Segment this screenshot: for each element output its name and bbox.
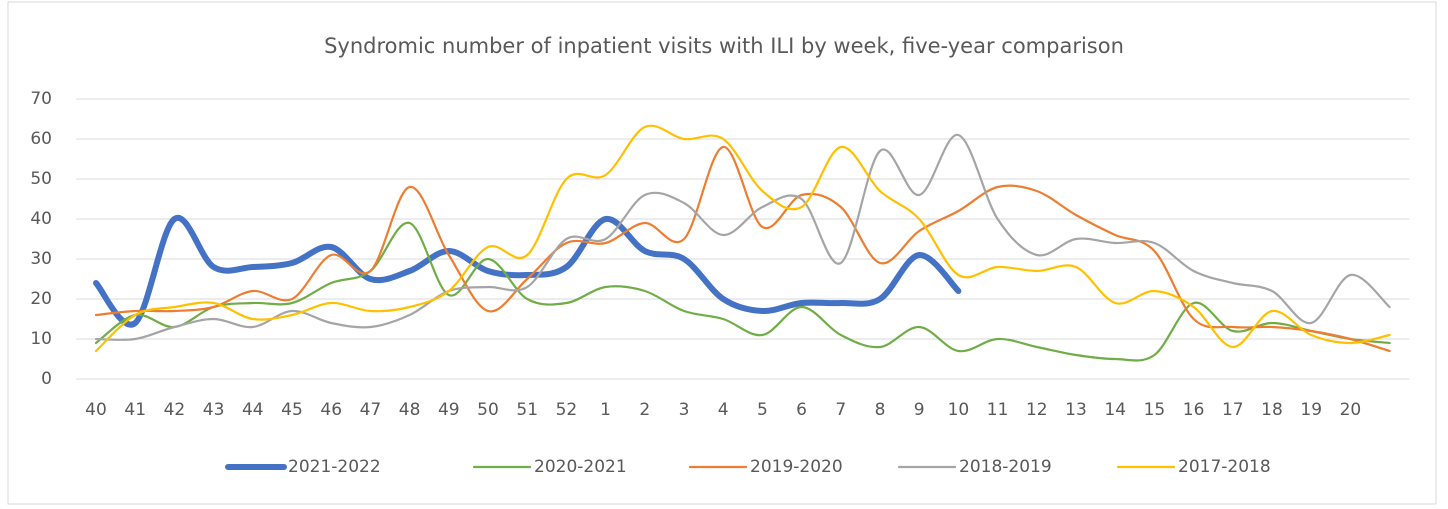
y-tick-label: 30 [30, 249, 52, 269]
x-tick-label: 43 [203, 400, 225, 420]
x-tick-label: 7 [835, 400, 846, 420]
series-line [94, 221, 1391, 362]
legend-label: 2017-2018 [1178, 457, 1271, 477]
x-tick-label: 14 [1104, 400, 1126, 420]
x-tick-label: 10 [948, 400, 970, 420]
x-tick-label: 50 [477, 400, 499, 420]
series-line [94, 145, 1391, 353]
x-tick-label: 3 [679, 400, 690, 420]
series-line [94, 133, 1391, 341]
x-tick-label: 6 [796, 400, 807, 420]
x-tick-label: 8 [875, 400, 886, 420]
y-tick-label: 40 [30, 209, 52, 229]
y-tick-label: 50 [30, 169, 52, 189]
x-tick-label: 44 [242, 400, 264, 420]
x-tick-label: 12 [1026, 400, 1048, 420]
x-tick-label: 19 [1300, 400, 1322, 420]
x-tick-label: 2 [639, 400, 650, 420]
y-tick-label: 60 [30, 129, 52, 149]
series-line [94, 124, 1391, 353]
x-tick-label: 49 [438, 400, 460, 420]
x-tick-label: 41 [124, 400, 146, 420]
y-tick-label: 0 [41, 369, 52, 389]
chart-title: Syndromic number of inpatient visits wit… [324, 34, 1124, 58]
legend-label: 2021-2022 [288, 457, 381, 477]
chart-frame [7, 1, 1437, 505]
x-tick-label: 18 [1261, 400, 1283, 420]
x-tick-label: 46 [320, 400, 342, 420]
x-tick-label: 15 [1144, 400, 1166, 420]
x-tick-label: 16 [1183, 400, 1205, 420]
x-tick-label: 5 [757, 400, 768, 420]
x-tick-label: 40 [85, 400, 107, 420]
x-tick-label: 9 [914, 400, 925, 420]
x-tick-label: 48 [399, 400, 421, 420]
legend-label: 2019-2020 [750, 457, 843, 477]
x-tick-label: 11 [987, 400, 1009, 420]
x-tick-label: 13 [1065, 400, 1087, 420]
legend-label: 2018-2019 [959, 457, 1052, 477]
x-tick-label: 51 [516, 400, 538, 420]
x-tick-label: 20 [1340, 400, 1362, 420]
legend-label: 2020-2021 [534, 457, 627, 477]
x-tick-label: 45 [281, 400, 303, 420]
x-tick-label: 42 [164, 400, 186, 420]
y-tick-label: 10 [30, 329, 52, 349]
x-tick-label: 4 [718, 400, 729, 420]
x-tick-label: 52 [556, 400, 578, 420]
y-tick-label: 20 [30, 289, 52, 309]
x-tick-label: 17 [1222, 400, 1244, 420]
x-tick-label: 1 [600, 400, 611, 420]
series-line [93, 214, 962, 328]
x-tick-label: 47 [360, 400, 382, 420]
y-tick-label: 70 [30, 89, 52, 109]
